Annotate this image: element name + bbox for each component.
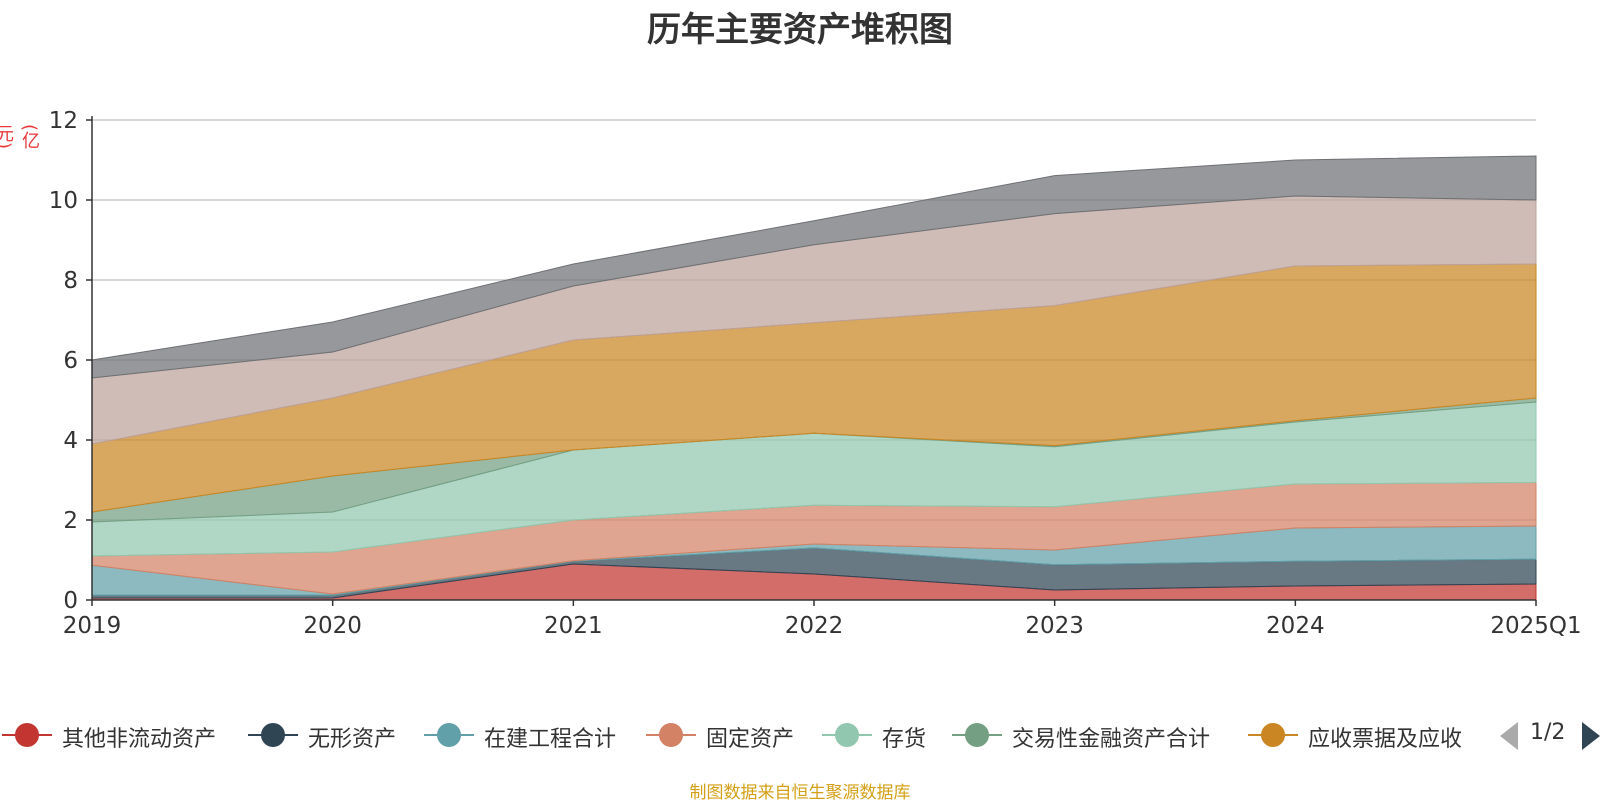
legend-label: 无形资产 bbox=[308, 727, 397, 752]
legend-next-page-icon[interactable] bbox=[1582, 722, 1600, 750]
data-source-note: 制图数据来自恒生聚源数据库 bbox=[689, 783, 911, 803]
x-tick-label: 2020 bbox=[303, 613, 362, 639]
legend-dot-icon bbox=[261, 723, 285, 747]
y-tick-label: 6 bbox=[63, 348, 78, 374]
x-tick-label: 2019 bbox=[63, 613, 122, 639]
x-tick-label: 2021 bbox=[544, 613, 603, 639]
legend-prev-page-icon[interactable] bbox=[1500, 722, 1518, 750]
x-tick-label: 2023 bbox=[1025, 613, 1084, 639]
legend-label: 交易性金融资产合计 bbox=[1012, 727, 1211, 752]
y-tick-label: 0 bbox=[63, 588, 78, 614]
legend-dot-icon bbox=[659, 723, 683, 747]
legend-label: 在建工程合计 bbox=[484, 727, 617, 752]
legend: 其他非流动资产 无形资产 在建工程合计 固定资产 存货 交易性金融资产合计 应收票据及应收 bbox=[0, 715, 1600, 755]
y-tick-label: 2 bbox=[63, 508, 78, 534]
area-series bbox=[91, 155, 1537, 601]
legend-dot-icon bbox=[965, 723, 989, 747]
legend-label: 存货 bbox=[882, 727, 927, 752]
chart-title: 历年主要资产堆积图 bbox=[647, 10, 953, 50]
x-tick-label: 2022 bbox=[785, 613, 844, 639]
y-tick-label: 8 bbox=[63, 268, 78, 294]
y-axis-unit-label: (亿元) bbox=[0, 124, 40, 150]
legend-dot-icon bbox=[15, 723, 39, 747]
axes: 0 2 4 6 8 10 12 2019 2020 2021 2022 2023 2024 2025Q1 bbox=[49, 108, 1582, 639]
stacked-area-chart: 0 2 4 6 8 10 12 2019 2020 2021 2022 2023 2024 2025Q1 bbox=[49, 108, 1582, 639]
x-tick-label: 2024 bbox=[1266, 613, 1325, 639]
x-tick-label: 2025Q1 bbox=[1490, 613, 1581, 639]
legend-label: 应收票据及应收 bbox=[1308, 727, 1463, 752]
legend-dot-icon bbox=[1261, 723, 1285, 747]
legend-dot-icon bbox=[437, 723, 461, 747]
legend-label: 其他非流动资产 bbox=[62, 727, 217, 752]
legend-pager: 1/2 bbox=[1500, 720, 1600, 750]
y-tick-label: 10 bbox=[49, 188, 78, 214]
legend-label: 固定资产 bbox=[706, 727, 795, 752]
y-tick-label: 12 bbox=[49, 108, 78, 134]
area-series-8 bbox=[91, 155, 1537, 379]
y-tick-label: 4 bbox=[63, 428, 78, 454]
legend-page-indicator: 1/2 bbox=[1530, 720, 1566, 745]
legend-dot-icon bbox=[835, 723, 859, 747]
